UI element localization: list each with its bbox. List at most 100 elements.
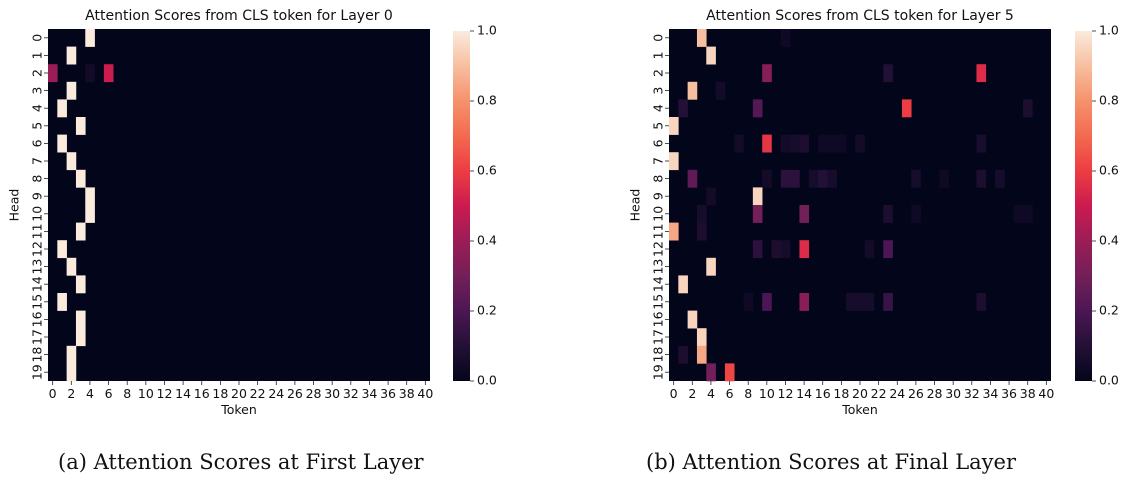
heatmap-cell-h9-t4: [85, 187, 95, 206]
y-tick-label: 14: [651, 276, 666, 292]
x-tick-label: 14: [175, 386, 191, 401]
heatmap-cell-h8-t13: [790, 169, 800, 188]
heatmap-cell-h15-t20: [855, 293, 865, 311]
x-tick-label: 40: [417, 386, 433, 401]
heatmap-cell-h3-t2: [687, 81, 698, 100]
heatmap-cell-h18-t1: [678, 345, 688, 364]
x-tick-label: 24: [889, 386, 905, 401]
colorbar-tick-label: 1.0: [1099, 23, 1119, 38]
y-tick-label: 15: [651, 294, 666, 310]
heatmap-cell-h14-t3: [75, 275, 86, 294]
heatmap-cell-h7-t0: [669, 152, 679, 171]
heatmap-cell-h15-t8: [743, 293, 754, 311]
heatmap-cell-h8-t2: [687, 169, 698, 188]
heatmap-cell-h12-t11: [771, 240, 782, 259]
heatmap-cell-h10-t23: [883, 205, 893, 223]
heatmap-cell-h11-t0: [669, 222, 679, 241]
colorbar: [1075, 31, 1092, 381]
x-tick-label: 32: [964, 386, 980, 401]
x-tick-label: 20: [852, 386, 868, 401]
heatmap-cell-h1-t4: [706, 46, 716, 65]
heatmap-cell-h8-t29: [939, 169, 949, 188]
heatmap-panel-layer-5: Attention Scores from CLS token for Laye…: [566, 0, 1127, 482]
y-tick-label: 11: [30, 223, 45, 239]
figure-caption-b: (b) Attention Scores at Final Layer: [646, 450, 1016, 474]
heatmap-cell-h17-t3: [696, 328, 707, 347]
y-tick-label: 5: [651, 122, 666, 130]
heatmap-cell-h10-t3: [696, 205, 707, 223]
colorbar: [453, 31, 470, 381]
heatmap-cell-h15-t14: [799, 293, 810, 311]
y-tick-label: 9: [30, 192, 45, 200]
y-tick-label: 3: [30, 87, 45, 95]
heatmap-cell-h12-t23: [883, 240, 893, 259]
y-tick-label: 10: [651, 206, 666, 222]
heatmap-cell-h10-t4: [85, 205, 95, 223]
y-axis-label: Head: [7, 189, 22, 222]
heatmap-cell-h6-t33: [976, 134, 987, 153]
heatmap-cell-h2-t33: [976, 64, 987, 83]
heatmap-cell-h10-t9: [752, 205, 763, 223]
heatmap-cell-h16-t2: [687, 310, 698, 329]
y-tick-label: 17: [651, 329, 666, 345]
heatmap-cell-h12-t1: [57, 240, 67, 259]
heatmap-cell-h6-t14: [799, 134, 810, 153]
y-tick-label: 4: [30, 104, 45, 112]
heatmap-cell-h11-t3: [75, 222, 86, 241]
x-tick-label: 24: [268, 386, 284, 401]
heatmap-cell-h6-t10: [762, 134, 772, 153]
heatmap-cell-h15-t23: [883, 293, 893, 311]
heatmap-background: [669, 29, 1051, 381]
heatmap-cell-h10-t14: [799, 205, 810, 223]
colorbar-tick-label: 0.2: [1099, 303, 1119, 318]
heatmap-cell-h7-t2: [66, 152, 77, 171]
heatmap-cell-h4-t1: [57, 99, 67, 118]
heatmap-background: [48, 29, 430, 381]
y-tick-label: 16: [651, 311, 666, 327]
heatmap-cell-h2-t10: [762, 64, 772, 83]
x-tick-label: 34: [982, 386, 998, 401]
x-tick-label: 0: [670, 386, 678, 401]
x-tick-label: 40: [1038, 386, 1054, 401]
heatmap-cell-h17-t3: [75, 328, 86, 347]
heatmap-cell-h5-t3: [75, 117, 86, 135]
x-tick-label: 2: [688, 386, 696, 401]
y-tick-label: 7: [30, 157, 45, 165]
chart-title: Attention Scores from CLS token for Laye…: [706, 8, 1014, 24]
heatmap-cell-h11-t3: [696, 222, 707, 241]
y-tick-label: 9: [651, 192, 666, 200]
colorbar-tick-label: 0.6: [1099, 163, 1119, 178]
x-tick-label: 14: [796, 386, 812, 401]
heatmap-cell-h4-t1: [678, 99, 688, 118]
x-tick-label: 26: [287, 386, 303, 401]
x-tick-label: 18: [212, 386, 228, 401]
x-tick-label: 18: [833, 386, 849, 401]
figure-caption-a: (a) Attention Scores at First Layer: [58, 450, 424, 474]
heatmap-cell-h10-t38: [1023, 205, 1033, 223]
heatmap-cell-h13-t4: [706, 257, 716, 276]
y-tick-label: 16: [30, 311, 45, 327]
x-tick-label: 30: [945, 386, 961, 401]
x-tick-label: 30: [324, 386, 340, 401]
x-tick-label: 16: [815, 386, 831, 401]
colorbar-tick-label: 1.0: [477, 23, 497, 38]
x-tick-label: 10: [759, 386, 775, 401]
colorbar-tick-label: 0.0: [477, 373, 497, 388]
x-tick-label: 36: [1001, 386, 1017, 401]
y-tick-label: 3: [651, 87, 666, 95]
y-tick-label: 2: [30, 69, 45, 77]
heatmap-cell-h8-t33: [976, 169, 987, 188]
heatmap-chart-layer-0: Attention Scores from CLS token for Laye…: [7, 8, 497, 417]
colorbar-tick-label: 0.0: [1099, 373, 1119, 388]
colorbar-tick-label: 0.8: [477, 93, 497, 108]
y-tick-label: 13: [30, 259, 45, 275]
x-tick-label: 2: [67, 386, 75, 401]
y-tick-label: 17: [30, 329, 45, 345]
x-tick-label: 0: [49, 386, 57, 401]
heatmap-chart-layer-5: Attention Scores from CLS token for Laye…: [628, 8, 1119, 417]
heatmap-cell-h0-t12: [780, 29, 791, 47]
x-tick-label: 36: [380, 386, 396, 401]
x-tick-label: 4: [707, 386, 715, 401]
y-tick-label: 11: [651, 223, 666, 239]
heatmap-cell-h3-t5: [715, 81, 726, 100]
